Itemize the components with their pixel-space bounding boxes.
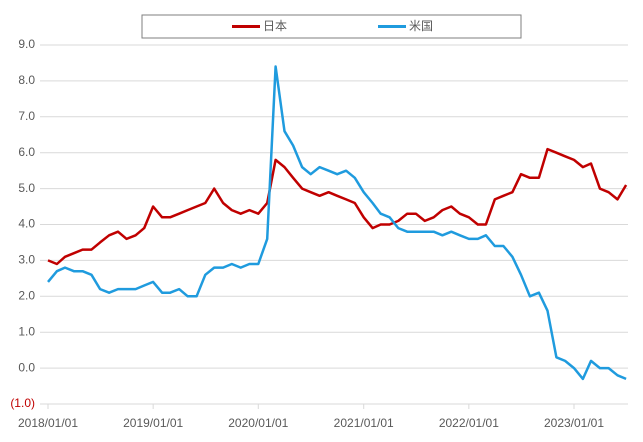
y-tick-label: 3.0 — [18, 253, 35, 267]
y-tick-label: 4.0 — [18, 217, 35, 231]
x-tick-label: 2023/01/01 — [544, 416, 604, 430]
x-tick-label: 2019/01/01 — [123, 416, 183, 430]
y-tick-label: 7.0 — [18, 109, 35, 123]
x-tick-label: 2021/01/01 — [334, 416, 394, 430]
y-tick-label: 8.0 — [18, 73, 35, 87]
x-tick-label: 2020/01/01 — [228, 416, 288, 430]
y-tick-label: 1.0 — [18, 324, 35, 338]
y-tick-label: 0.0 — [18, 360, 35, 374]
legend-label: 米国 — [409, 19, 433, 33]
legend-label: 日本 — [263, 19, 287, 33]
y-tick-label: 5.0 — [18, 181, 35, 195]
x-tick-label: 2018/01/01 — [18, 416, 78, 430]
legend-box — [141, 14, 522, 39]
y-tick-label: 2.0 — [18, 288, 35, 302]
x-tick-label: 2022/01/01 — [439, 416, 499, 430]
y-tick-label: 9.0 — [18, 37, 35, 51]
series-line — [47, 147, 628, 266]
series-line — [47, 65, 627, 381]
y-tick-label: (1.0) — [10, 396, 35, 410]
y-tick-label: 6.0 — [18, 145, 35, 159]
